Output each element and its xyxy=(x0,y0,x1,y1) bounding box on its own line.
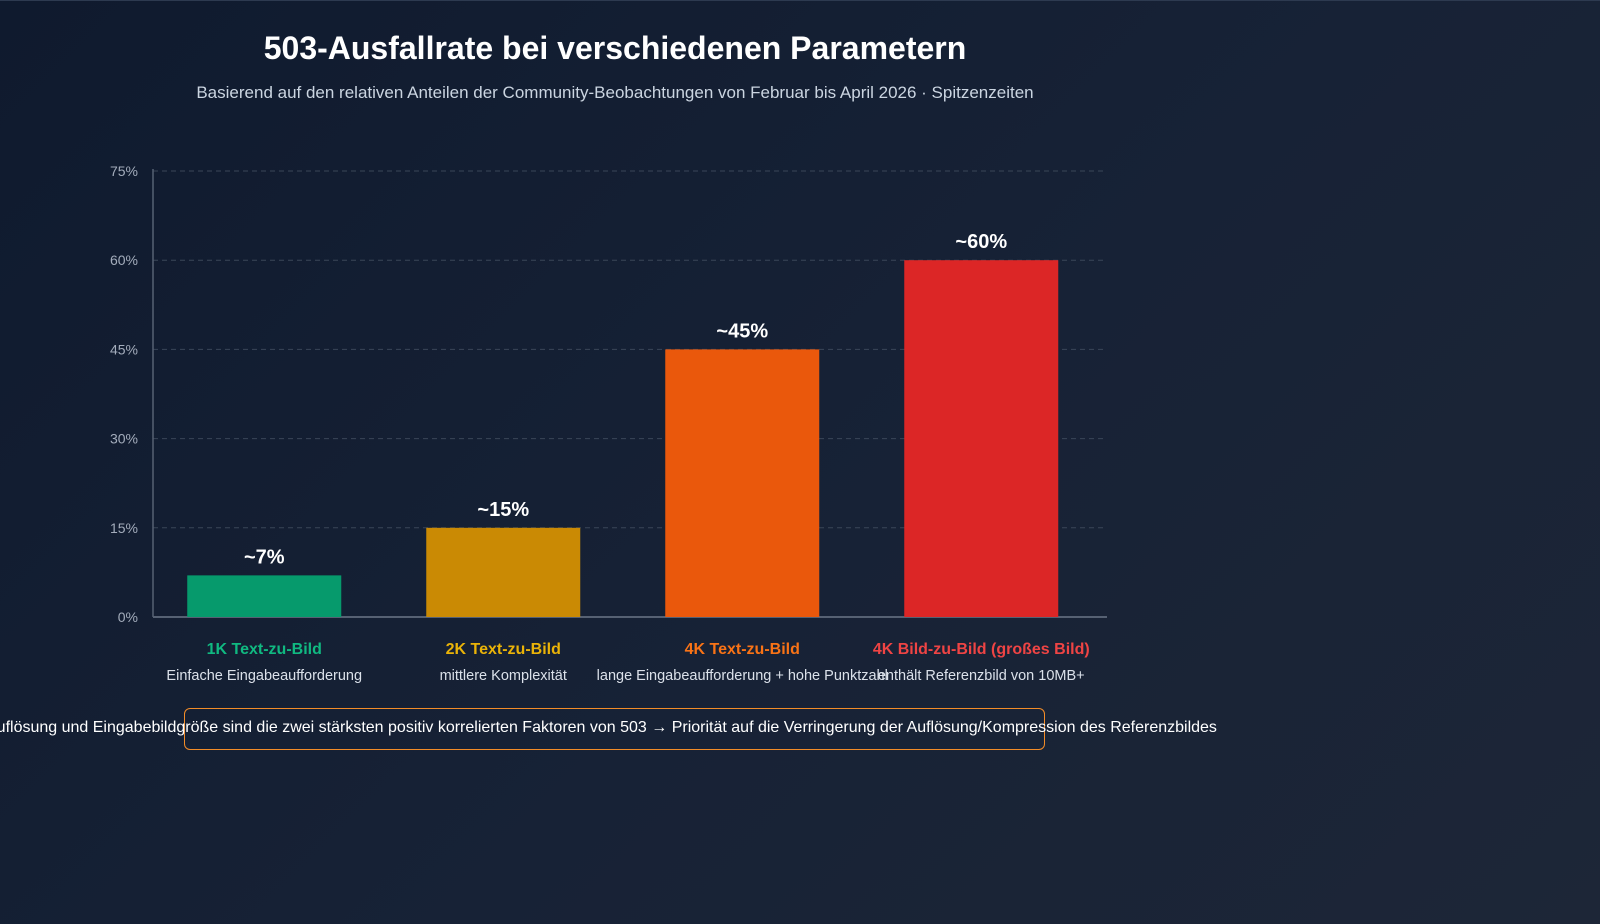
bar-value-label: ~7% xyxy=(244,546,285,568)
x-subcategory-label: lange Eingabeaufforderung + hohe Punktza… xyxy=(597,668,888,684)
x-subcategory-label: enthält Referenzbild von 10MB+ xyxy=(878,668,1085,684)
y-tick-label: 30% xyxy=(110,431,138,447)
insight-note-text: Auflösung und Eingabebildgröße sind die … xyxy=(0,719,1217,736)
bar xyxy=(187,575,342,617)
y-tick-label: 60% xyxy=(110,252,138,268)
y-tick-label: 75% xyxy=(110,163,138,179)
y-tick-label: 45% xyxy=(110,341,138,357)
bar xyxy=(426,527,581,617)
chart-subtitle: Basierend auf den relativen Anteilen der… xyxy=(196,83,1034,102)
bar xyxy=(665,349,820,617)
x-category-label: 4K Text-zu-Bild xyxy=(685,641,800,658)
bar-value-label: ~60% xyxy=(955,231,1007,253)
y-tick-label: 0% xyxy=(118,609,138,625)
x-subcategory-label: Einfache Eingabeaufforderung xyxy=(166,668,362,684)
y-tick-label: 15% xyxy=(110,520,138,536)
bar xyxy=(904,260,1059,617)
insight-note-box xyxy=(184,708,1045,750)
x-category-label: 1K Text-zu-Bild xyxy=(207,641,322,658)
bar-value-label: ~45% xyxy=(716,320,768,342)
x-category-label: 4K Bild-zu-Bild (großes Bild) xyxy=(873,641,1090,658)
x-subcategory-label: mittlere Komplexität xyxy=(440,668,567,684)
top-divider xyxy=(0,0,1600,1)
x-category-label: 2K Text-zu-Bild xyxy=(446,641,561,658)
chart-title: 503-Ausfallrate bei verschiedenen Parame… xyxy=(263,30,967,66)
bar-value-label: ~15% xyxy=(477,499,529,521)
